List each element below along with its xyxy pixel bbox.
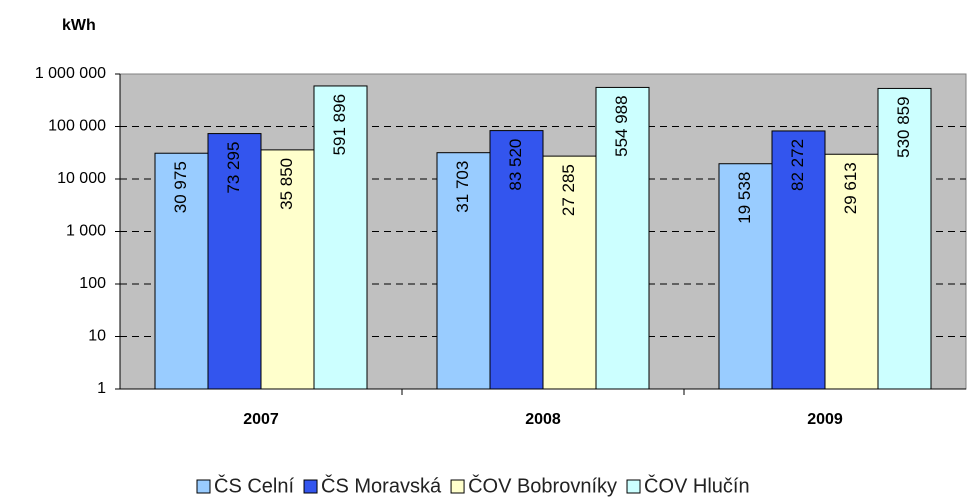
y-tick-label: 10 bbox=[88, 328, 106, 345]
bar bbox=[436, 152, 491, 390]
x-tick-label: 2009 bbox=[807, 411, 843, 428]
bar bbox=[771, 130, 826, 390]
legend-label: ČOV Hlučín bbox=[644, 474, 750, 497]
legend-swatch bbox=[303, 479, 318, 494]
y-tick-label: 1 000 000 bbox=[35, 65, 106, 82]
x-tick-label: 2008 bbox=[525, 411, 561, 428]
bar bbox=[824, 153, 879, 390]
legend-swatch bbox=[196, 479, 211, 494]
value-label: 530 859 bbox=[894, 96, 913, 157]
value-label: 591 896 bbox=[330, 94, 349, 155]
value-label: 29 613 bbox=[841, 162, 860, 214]
bar bbox=[313, 85, 368, 390]
value-label: 35 850 bbox=[277, 158, 296, 210]
value-label: 27 285 bbox=[559, 164, 578, 216]
bar bbox=[154, 152, 209, 390]
legend-label: ČS Moravská bbox=[321, 474, 442, 497]
value-label: 82 272 bbox=[788, 139, 807, 191]
bar bbox=[542, 155, 597, 390]
y-tick-label: 1 bbox=[97, 380, 106, 397]
value-label: 83 520 bbox=[506, 139, 525, 191]
legend-swatch bbox=[626, 479, 641, 494]
legend-label: ČOV Bobrovníky bbox=[468, 474, 617, 497]
bar bbox=[877, 87, 932, 390]
value-label: 73 295 bbox=[224, 142, 243, 194]
value-label: 554 988 bbox=[612, 95, 631, 156]
legend-swatch bbox=[450, 479, 465, 494]
bar bbox=[595, 86, 650, 390]
value-label: 30 975 bbox=[171, 161, 190, 213]
value-label: 19 538 bbox=[735, 172, 754, 224]
legend: ČS Celní ČS Moravská ČOV Bobrovníky ČOV Hlu… bbox=[196, 474, 750, 497]
legend-label: ČS Celní bbox=[214, 474, 294, 497]
y-tick-label: 100 000 bbox=[48, 118, 106, 135]
y-tick-label: 10 000 bbox=[57, 170, 106, 187]
value-label: 31 703 bbox=[453, 161, 472, 213]
y-tick-label: 100 bbox=[79, 275, 106, 292]
bar bbox=[489, 130, 544, 390]
bar bbox=[718, 163, 773, 390]
y-axis-label: kWh bbox=[62, 17, 96, 34]
y-tick-label: 1 000 bbox=[66, 223, 106, 240]
x-tick-label: 2007 bbox=[243, 411, 279, 428]
bar bbox=[260, 149, 315, 390]
